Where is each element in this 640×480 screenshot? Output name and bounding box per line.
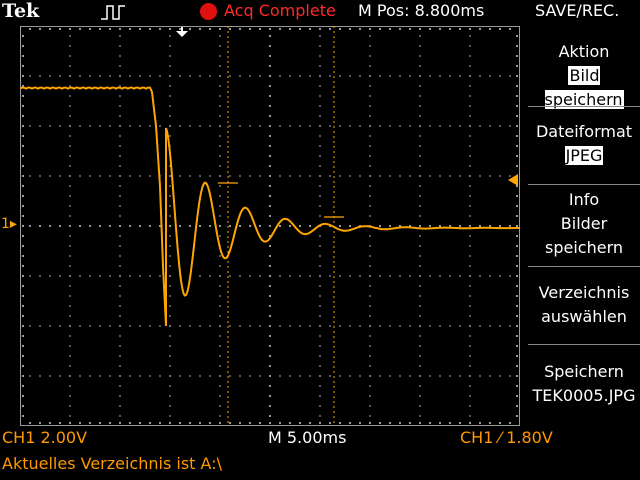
ch1-scale: CH1 2.00V (2, 428, 87, 447)
graticule (20, 26, 520, 426)
pulse-icon (100, 3, 126, 21)
waveform-display (20, 26, 520, 426)
menu-directory-line2: auswählen (528, 305, 640, 329)
trigger-info: CH1 ⁄ 1.80V (460, 428, 553, 447)
menu-save-line1: Speichern (528, 360, 640, 384)
divider (528, 344, 640, 345)
menu-title: SAVE/REC. (535, 1, 619, 20)
ch1-marker[interactable]: 1▸ (1, 216, 17, 232)
menu-info[interactable]: Info Bilder speichern (528, 188, 640, 260)
side-menu: Aktion Bild speichern Dateiformat JPEG I… (522, 26, 640, 426)
menu-save[interactable]: Speichern TEK0005.JPG (528, 360, 640, 408)
menu-directory-line1: Verzeichnis (528, 281, 640, 305)
menu-action[interactable]: Aktion Bild speichern (528, 40, 640, 112)
directory-status: Aktuelles Verzeichnis ist A:\ (2, 454, 222, 473)
divider (528, 106, 640, 107)
timebase: M 5.00ms (268, 428, 346, 447)
main-position: M Pos: 8.800ms (358, 1, 484, 20)
menu-action-value: Bild speichern (545, 66, 624, 109)
acq-status-dot (200, 3, 217, 20)
left-arrow-icon[interactable] (507, 173, 520, 187)
menu-info-line1: Info (528, 188, 640, 212)
menu-format-value: JPEG (565, 146, 604, 165)
acq-status-text: Acq Complete (224, 1, 336, 20)
menu-directory[interactable]: Verzeichnis auswählen (528, 281, 640, 329)
divider (528, 266, 640, 267)
menu-save-line2: TEK0005.JPG (528, 384, 640, 408)
divider (528, 184, 640, 185)
menu-format-label: Dateiformat (528, 120, 640, 144)
menu-action-label: Aktion (528, 40, 640, 64)
menu-info-line2: Bilder (528, 212, 640, 236)
menu-format[interactable]: Dateiformat JPEG (528, 120, 640, 168)
brand-logo: Tek (2, 0, 39, 22)
menu-info-line3: speichern (528, 236, 640, 260)
